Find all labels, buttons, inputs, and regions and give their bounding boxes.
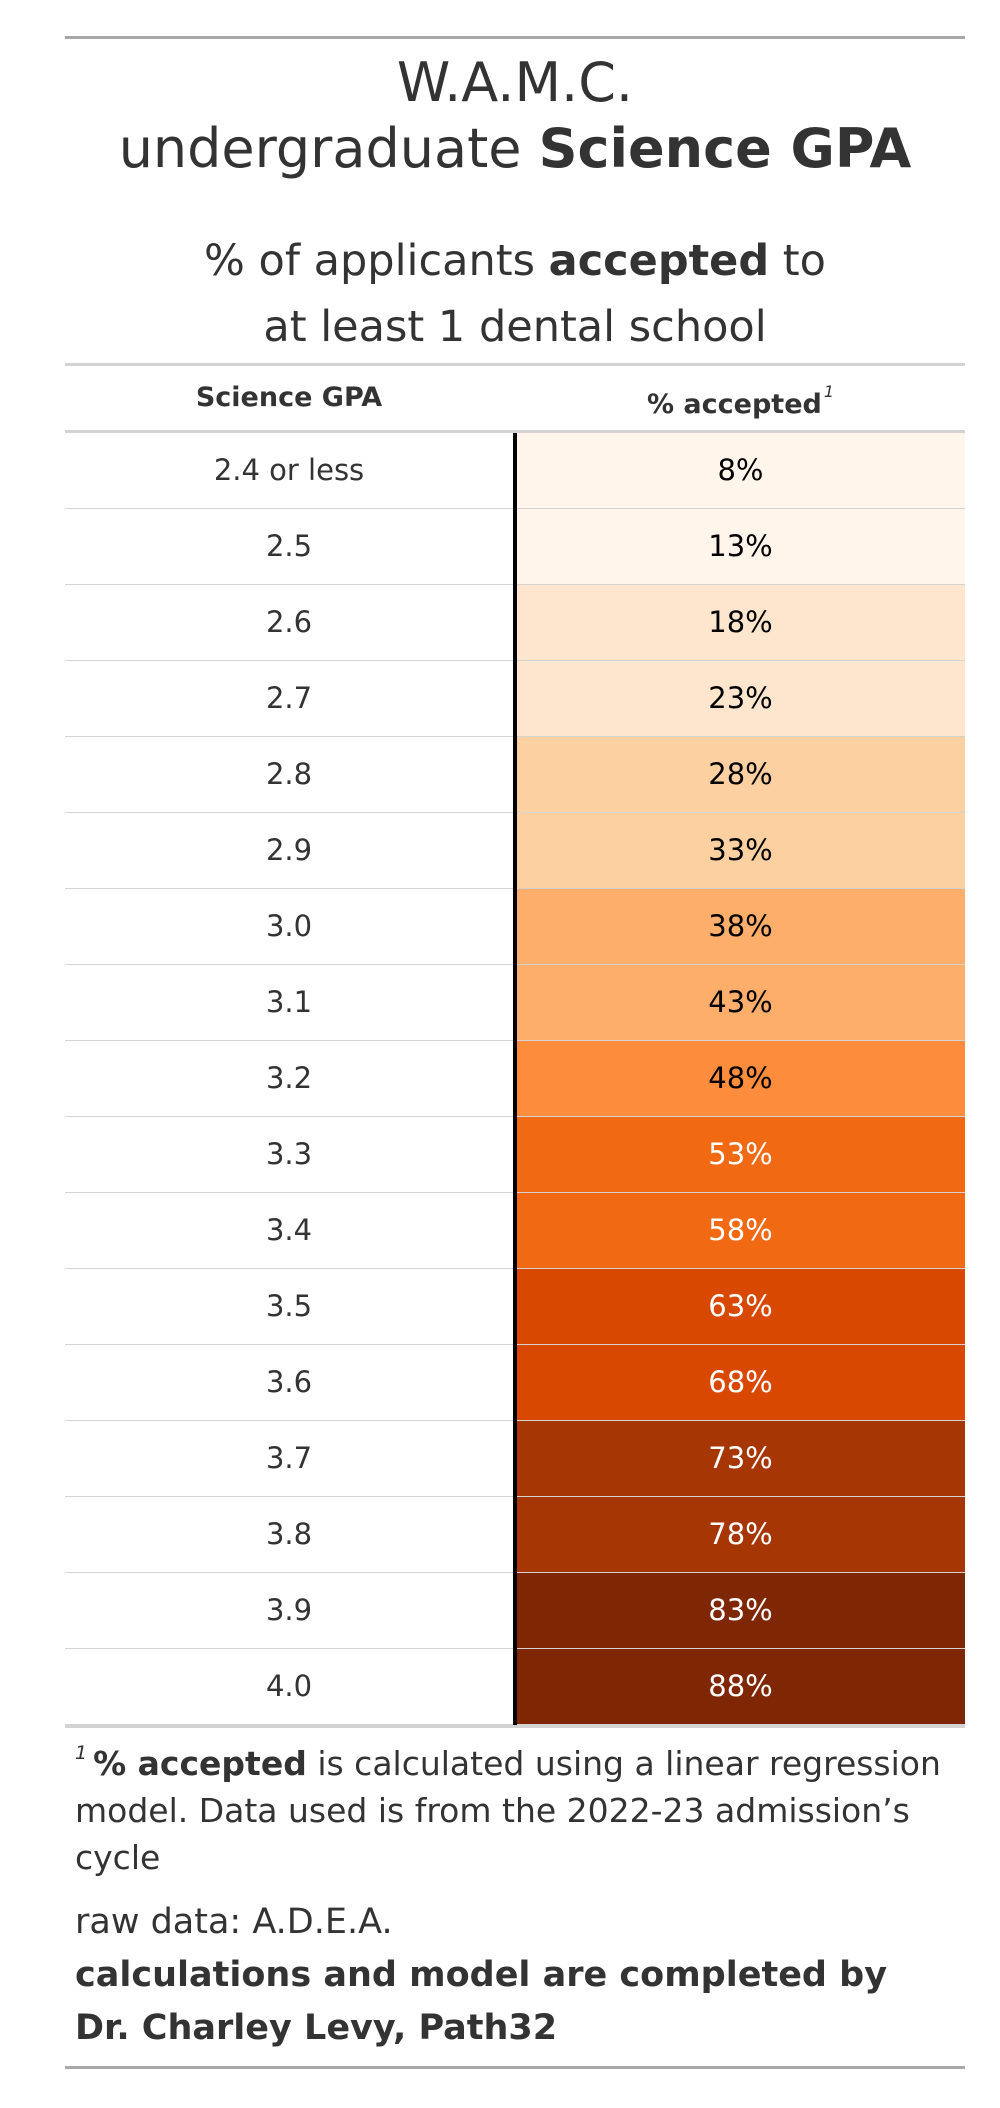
table-row: 2.4 or less 8% xyxy=(65,433,965,509)
accepted-cell: 53% xyxy=(516,1117,965,1192)
title-line-2-plain: undergraduate xyxy=(118,117,539,180)
column-header-gpa-label: Science GPA xyxy=(195,382,383,413)
title-line-2-bold: Science GPA xyxy=(538,117,912,180)
table-row: 3.2 48% xyxy=(65,1041,965,1117)
gpa-cell: 2.5 xyxy=(265,529,313,563)
gpa-cell: 2.7 xyxy=(265,681,313,715)
title-line-2: undergraduate Science GPA xyxy=(65,116,965,182)
table-row: 3.7 73% xyxy=(65,1421,965,1497)
accepted-cell: 8% xyxy=(516,433,965,508)
accepted-cell: 28% xyxy=(516,737,965,812)
column-header-accepted-label: % accepted xyxy=(646,389,822,420)
accepted-cell: 68% xyxy=(516,1345,965,1420)
accepted-cell: 88% xyxy=(516,1649,965,1724)
gpa-cell: 3.0 xyxy=(265,909,313,943)
gpa-cell: 3.2 xyxy=(265,1061,313,1095)
accepted-cell: 73% xyxy=(516,1421,965,1496)
footnote-marker: 1 xyxy=(823,382,835,401)
top-rule xyxy=(65,36,965,39)
gpa-cell: 3.3 xyxy=(265,1137,313,1171)
gpa-cell: 2.9 xyxy=(265,833,313,867)
title-line-1: W.A.M.C. xyxy=(396,51,634,114)
gpa-cell: 2.6 xyxy=(265,605,313,639)
table-row: 2.6 18% xyxy=(65,585,965,661)
table-row: 4.0 88% xyxy=(65,1649,965,1725)
gpa-cell: 3.1 xyxy=(265,985,313,1019)
table-bottom-rule xyxy=(65,1725,965,1728)
accepted-cell: 83% xyxy=(516,1573,965,1648)
table-row: 3.6 68% xyxy=(65,1345,965,1421)
table-row: 3.4 58% xyxy=(65,1193,965,1269)
accepted-cell: 23% xyxy=(516,661,965,736)
column-divider xyxy=(513,433,517,1725)
accepted-cell: 63% xyxy=(516,1269,965,1344)
subtitle-line-1-bold: accepted xyxy=(548,236,770,286)
gpa-cell: 2.8 xyxy=(265,757,313,791)
gpa-cell: 2.4 or less xyxy=(213,453,365,487)
gpa-cell: 4.0 xyxy=(265,1669,313,1703)
footnote-bold: % accepted xyxy=(93,1744,307,1783)
accepted-cell: 38% xyxy=(516,889,965,964)
table-row: 3.1 43% xyxy=(65,965,965,1041)
gpa-cell: 3.5 xyxy=(265,1289,313,1323)
table-figure: W.A.M.C. undergraduate Science GPA % of … xyxy=(65,36,965,2070)
footnote-text: is calculated using a linear regression … xyxy=(75,1744,941,1877)
gpa-cell: 3.4 xyxy=(265,1213,313,1247)
footnote-mark: 1 xyxy=(75,1742,88,1764)
source-credit-line-1: calculations and model are completed by xyxy=(75,1955,888,1995)
bottom-rule xyxy=(65,2066,965,2069)
accepted-cell: 13% xyxy=(516,509,965,584)
gpa-cell: 3.7 xyxy=(265,1441,313,1475)
column-header-accepted: % accepted 1 xyxy=(516,366,965,430)
table-row: 2.8 28% xyxy=(65,737,965,813)
accepted-cell: 58% xyxy=(516,1193,965,1268)
table-row: 3.3 53% xyxy=(65,1117,965,1193)
subtitle-line-1: % of applicants accepted to xyxy=(65,228,965,294)
accepted-cell: 43% xyxy=(516,965,965,1040)
source-raw-data: raw data: A.D.E.A. xyxy=(75,1902,393,1942)
gpa-cell: 3.8 xyxy=(265,1517,313,1551)
footnote: 1% accepted is calculated using a linear… xyxy=(75,1734,955,1881)
table-subtitle: % of applicants accepted to at least 1 d… xyxy=(65,228,965,360)
source-credit-line-2: Dr. Charley Levy, Path32 xyxy=(75,2008,558,2048)
gpa-cell: 3.9 xyxy=(265,1593,313,1627)
accepted-cell: 78% xyxy=(516,1497,965,1572)
table-title: W.A.M.C. undergraduate Science GPA xyxy=(65,50,965,182)
accepted-cell: 48% xyxy=(516,1041,965,1116)
column-header-gpa: Science GPA xyxy=(65,366,513,430)
header-top-rule xyxy=(65,363,965,366)
header-bottom-rule xyxy=(65,430,965,433)
subtitle-line-1-tail: to xyxy=(769,236,826,286)
subtitle-line-1-plain: % of applicants xyxy=(204,236,549,286)
subtitle-line-2: at least 1 dental school xyxy=(263,302,767,352)
gpa-cell: 3.6 xyxy=(265,1365,313,1399)
accepted-cell: 18% xyxy=(516,585,965,660)
accepted-cell: 33% xyxy=(516,813,965,888)
source-note: raw data: A.D.E.A. calculations and mode… xyxy=(75,1896,955,2055)
